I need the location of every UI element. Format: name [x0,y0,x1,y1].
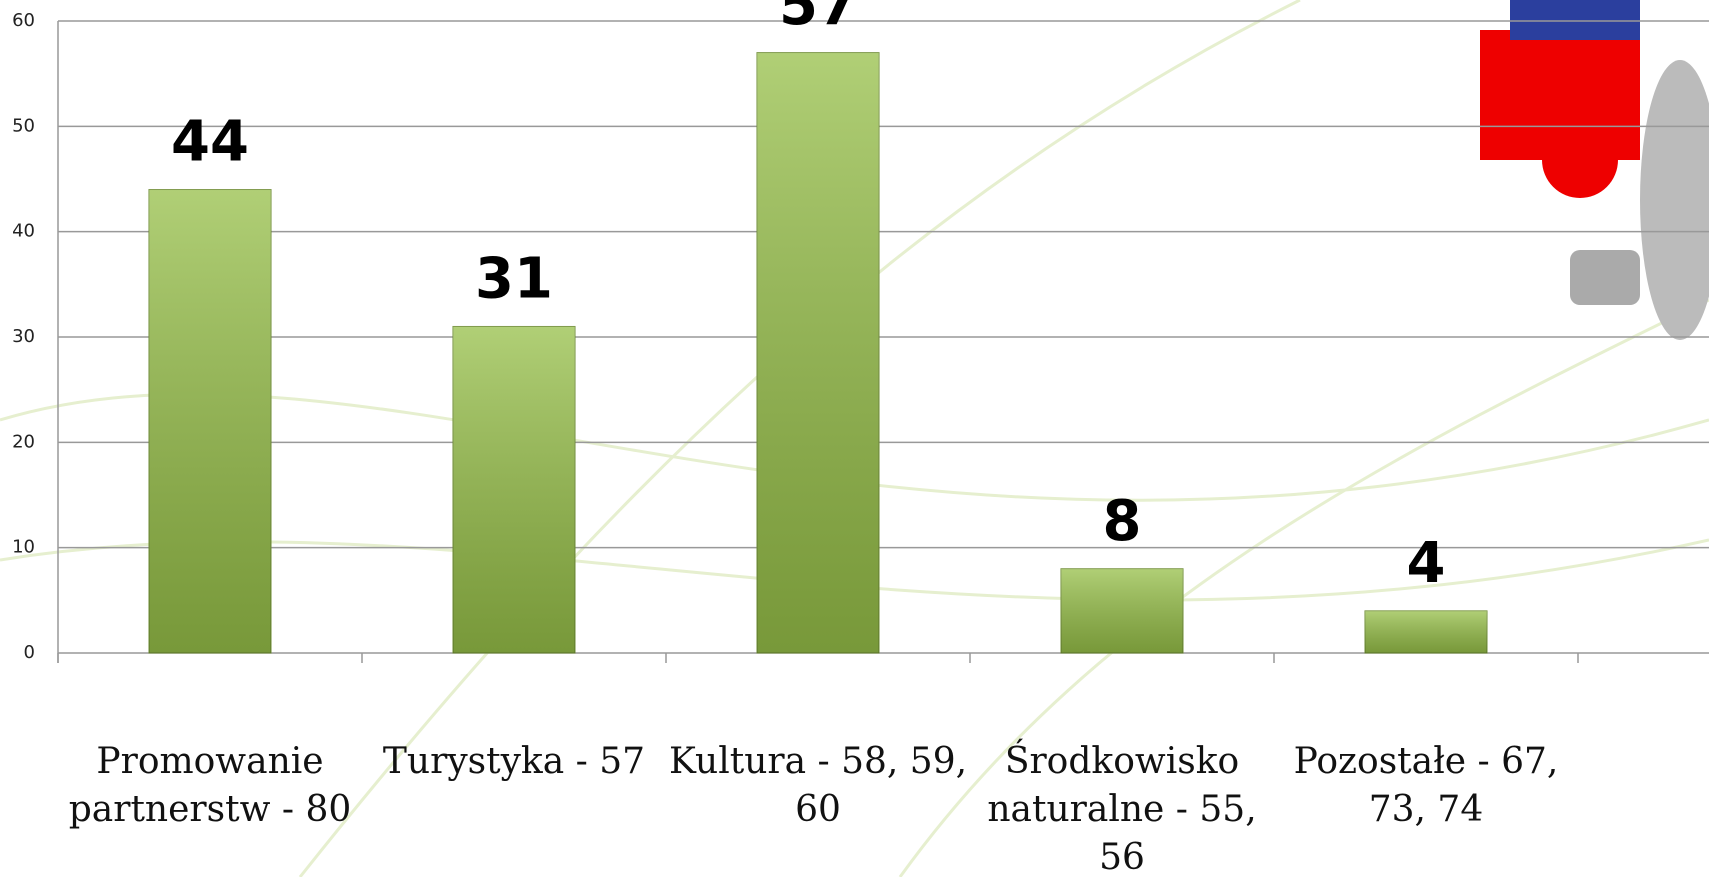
bar-shade [453,326,575,653]
x-tick-label: Środkowisko naturalne - 55, 56 [987,741,1257,877]
bar-shade [1365,610,1487,653]
puzzle-figure [1480,0,1709,340]
value-label: 44 [171,110,249,175]
y-tick-label: 50 [12,115,35,136]
y-tick-label: 30 [12,326,35,347]
y-tick-label: 60 [12,10,35,31]
y-tick-label: 20 [12,431,35,452]
value-label: 8 [1103,489,1142,554]
x-tick-label: Turystyka - 57 [382,741,646,782]
bar-shade [149,189,271,654]
value-label: 31 [475,247,553,312]
value-label: 57 [779,0,857,38]
y-tick-label: 40 [12,221,35,242]
x-tick-label: Promowanie partnerstw - 80 [68,741,352,830]
bar-shade [757,52,879,654]
bar-shade [1061,568,1183,653]
y-tick-label: 10 [12,537,35,558]
x-tick-label: Pozostałe - 67, 73, 74 [1293,741,1559,830]
x-tick-label: Kultura - 58, 59, 60 [668,741,968,830]
value-label: 4 [1407,531,1446,596]
y-tick-label: 0 [24,642,35,663]
